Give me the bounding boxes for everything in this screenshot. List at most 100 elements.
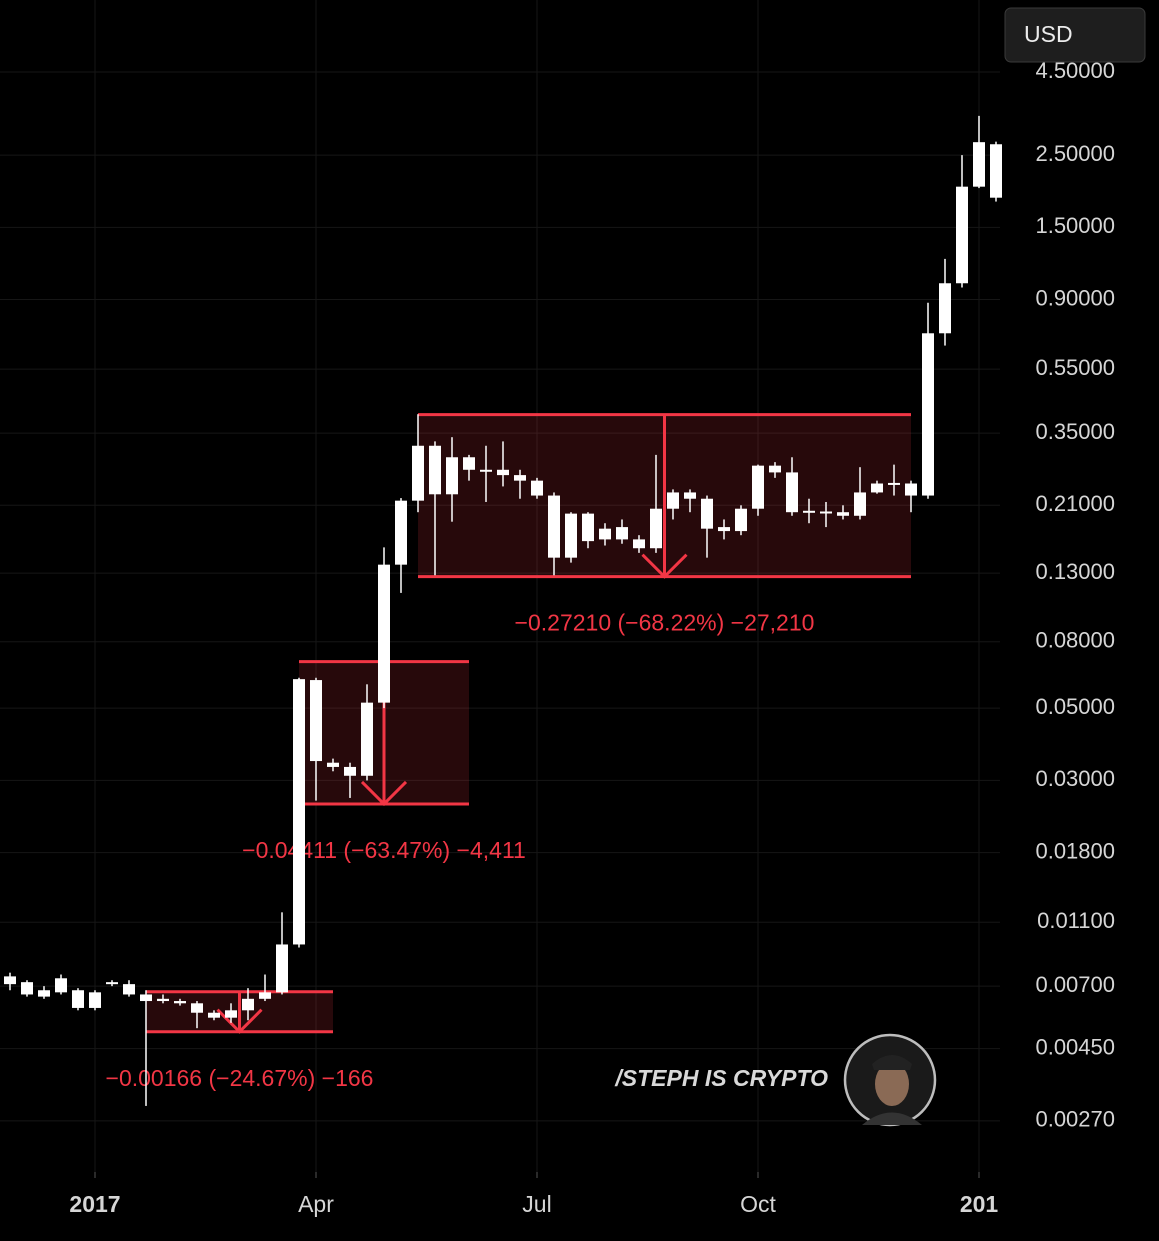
candle bbox=[327, 758, 339, 772]
candle bbox=[820, 501, 832, 528]
candle bbox=[565, 512, 577, 563]
candle-body bbox=[480, 469, 492, 472]
candle-body bbox=[157, 998, 169, 1002]
candle-body bbox=[650, 508, 662, 549]
measure-label: −0.27210 (−68.22%) −27,210 bbox=[515, 610, 815, 636]
candle-body bbox=[55, 978, 67, 993]
y-tick-label: 0.05000 bbox=[1035, 694, 1115, 719]
candle-body bbox=[599, 528, 611, 540]
measure-label: −0.00166 (−24.67%) −166 bbox=[106, 1065, 374, 1091]
candle bbox=[701, 495, 713, 558]
candle-body bbox=[208, 1012, 220, 1018]
candle bbox=[157, 994, 169, 1004]
candle-body bbox=[429, 445, 441, 495]
candle-body bbox=[21, 982, 33, 995]
candle-body bbox=[548, 495, 560, 558]
candle bbox=[871, 480, 883, 494]
candle bbox=[463, 454, 475, 481]
candle-body bbox=[718, 527, 730, 532]
candle-body bbox=[871, 483, 883, 493]
candle bbox=[446, 437, 458, 522]
candle-body bbox=[667, 492, 679, 509]
candle bbox=[582, 512, 594, 549]
candle bbox=[225, 1003, 237, 1023]
candle bbox=[650, 454, 662, 553]
candle bbox=[140, 990, 152, 1106]
candle bbox=[38, 986, 50, 999]
candle-body bbox=[72, 990, 84, 1008]
candle bbox=[395, 498, 407, 593]
watermark: /STEPH IS CRYPTO bbox=[614, 1033, 937, 1127]
candle-body bbox=[276, 944, 288, 993]
y-tick-label: 0.03000 bbox=[1035, 766, 1115, 791]
candle bbox=[310, 677, 322, 801]
candle bbox=[89, 990, 101, 1011]
x-tick-label: 2017 bbox=[69, 1191, 120, 1217]
candle-body bbox=[310, 680, 322, 762]
y-tick-label: 1.50000 bbox=[1035, 213, 1115, 238]
candle bbox=[854, 467, 866, 520]
candle-body bbox=[412, 445, 424, 501]
measure-arrowhead bbox=[360, 780, 408, 807]
candle bbox=[905, 480, 917, 513]
candle bbox=[956, 155, 968, 288]
candle bbox=[191, 1001, 203, 1029]
candle-body bbox=[293, 679, 305, 945]
candle-body bbox=[752, 465, 764, 509]
candle bbox=[106, 980, 118, 987]
x-tick-label: Jul bbox=[522, 1191, 551, 1217]
candle bbox=[174, 998, 186, 1006]
x-tick-label: 201 bbox=[960, 1191, 999, 1217]
measure: −0.00166 (−24.67%) −166 bbox=[106, 990, 374, 1091]
avatar-body bbox=[862, 1112, 922, 1125]
candle-body bbox=[769, 465, 781, 473]
candle-body bbox=[191, 1003, 203, 1013]
y-tick-label: 2.50000 bbox=[1035, 141, 1115, 166]
candle-body bbox=[786, 472, 798, 513]
y-tick-label: 0.55000 bbox=[1035, 355, 1115, 380]
candle bbox=[888, 464, 900, 496]
candle-body bbox=[905, 483, 917, 496]
candle bbox=[72, 988, 84, 1011]
candle bbox=[718, 519, 730, 540]
candle bbox=[599, 523, 611, 546]
candle bbox=[429, 441, 441, 576]
candle bbox=[514, 469, 526, 499]
candle-body bbox=[939, 283, 951, 334]
y-tick-label: 0.90000 bbox=[1035, 285, 1115, 310]
grid bbox=[0, 0, 1000, 1172]
candle bbox=[786, 457, 798, 516]
candle-body bbox=[497, 469, 509, 476]
candle bbox=[684, 489, 696, 513]
candle-body bbox=[38, 990, 50, 997]
candle bbox=[378, 547, 390, 709]
candle-body bbox=[225, 1010, 237, 1018]
candle bbox=[769, 462, 781, 478]
candle-body bbox=[854, 492, 866, 516]
candle bbox=[242, 988, 254, 1021]
candle bbox=[412, 414, 424, 513]
currency-label[interactable]: USD bbox=[1024, 21, 1073, 47]
currency-button[interactable]: USD bbox=[1004, 7, 1146, 63]
measure-arrowhead bbox=[216, 1008, 263, 1034]
measure-label: −0.04411 (−63.47%) −4,411 bbox=[242, 837, 526, 863]
currency-button-bg[interactable] bbox=[1004, 7, 1146, 63]
y-tick-label: 0.00450 bbox=[1035, 1034, 1115, 1059]
y-tick-label: 0.01800 bbox=[1035, 838, 1115, 863]
candle-body bbox=[123, 984, 135, 995]
candle-body bbox=[242, 998, 254, 1011]
candle bbox=[293, 677, 305, 948]
measure-arrowhead bbox=[641, 553, 688, 579]
candle-body bbox=[259, 992, 271, 999]
candle bbox=[259, 974, 271, 1002]
avatar-cap bbox=[872, 1055, 912, 1070]
candle-body bbox=[888, 482, 900, 485]
candle-body bbox=[106, 982, 118, 985]
candle-body bbox=[922, 333, 934, 496]
candle bbox=[361, 684, 373, 781]
candle bbox=[21, 980, 33, 997]
y-tick-label: 0.21000 bbox=[1035, 491, 1115, 516]
candle-body bbox=[378, 564, 390, 703]
candle-body bbox=[361, 702, 373, 776]
candle-body bbox=[395, 500, 407, 565]
